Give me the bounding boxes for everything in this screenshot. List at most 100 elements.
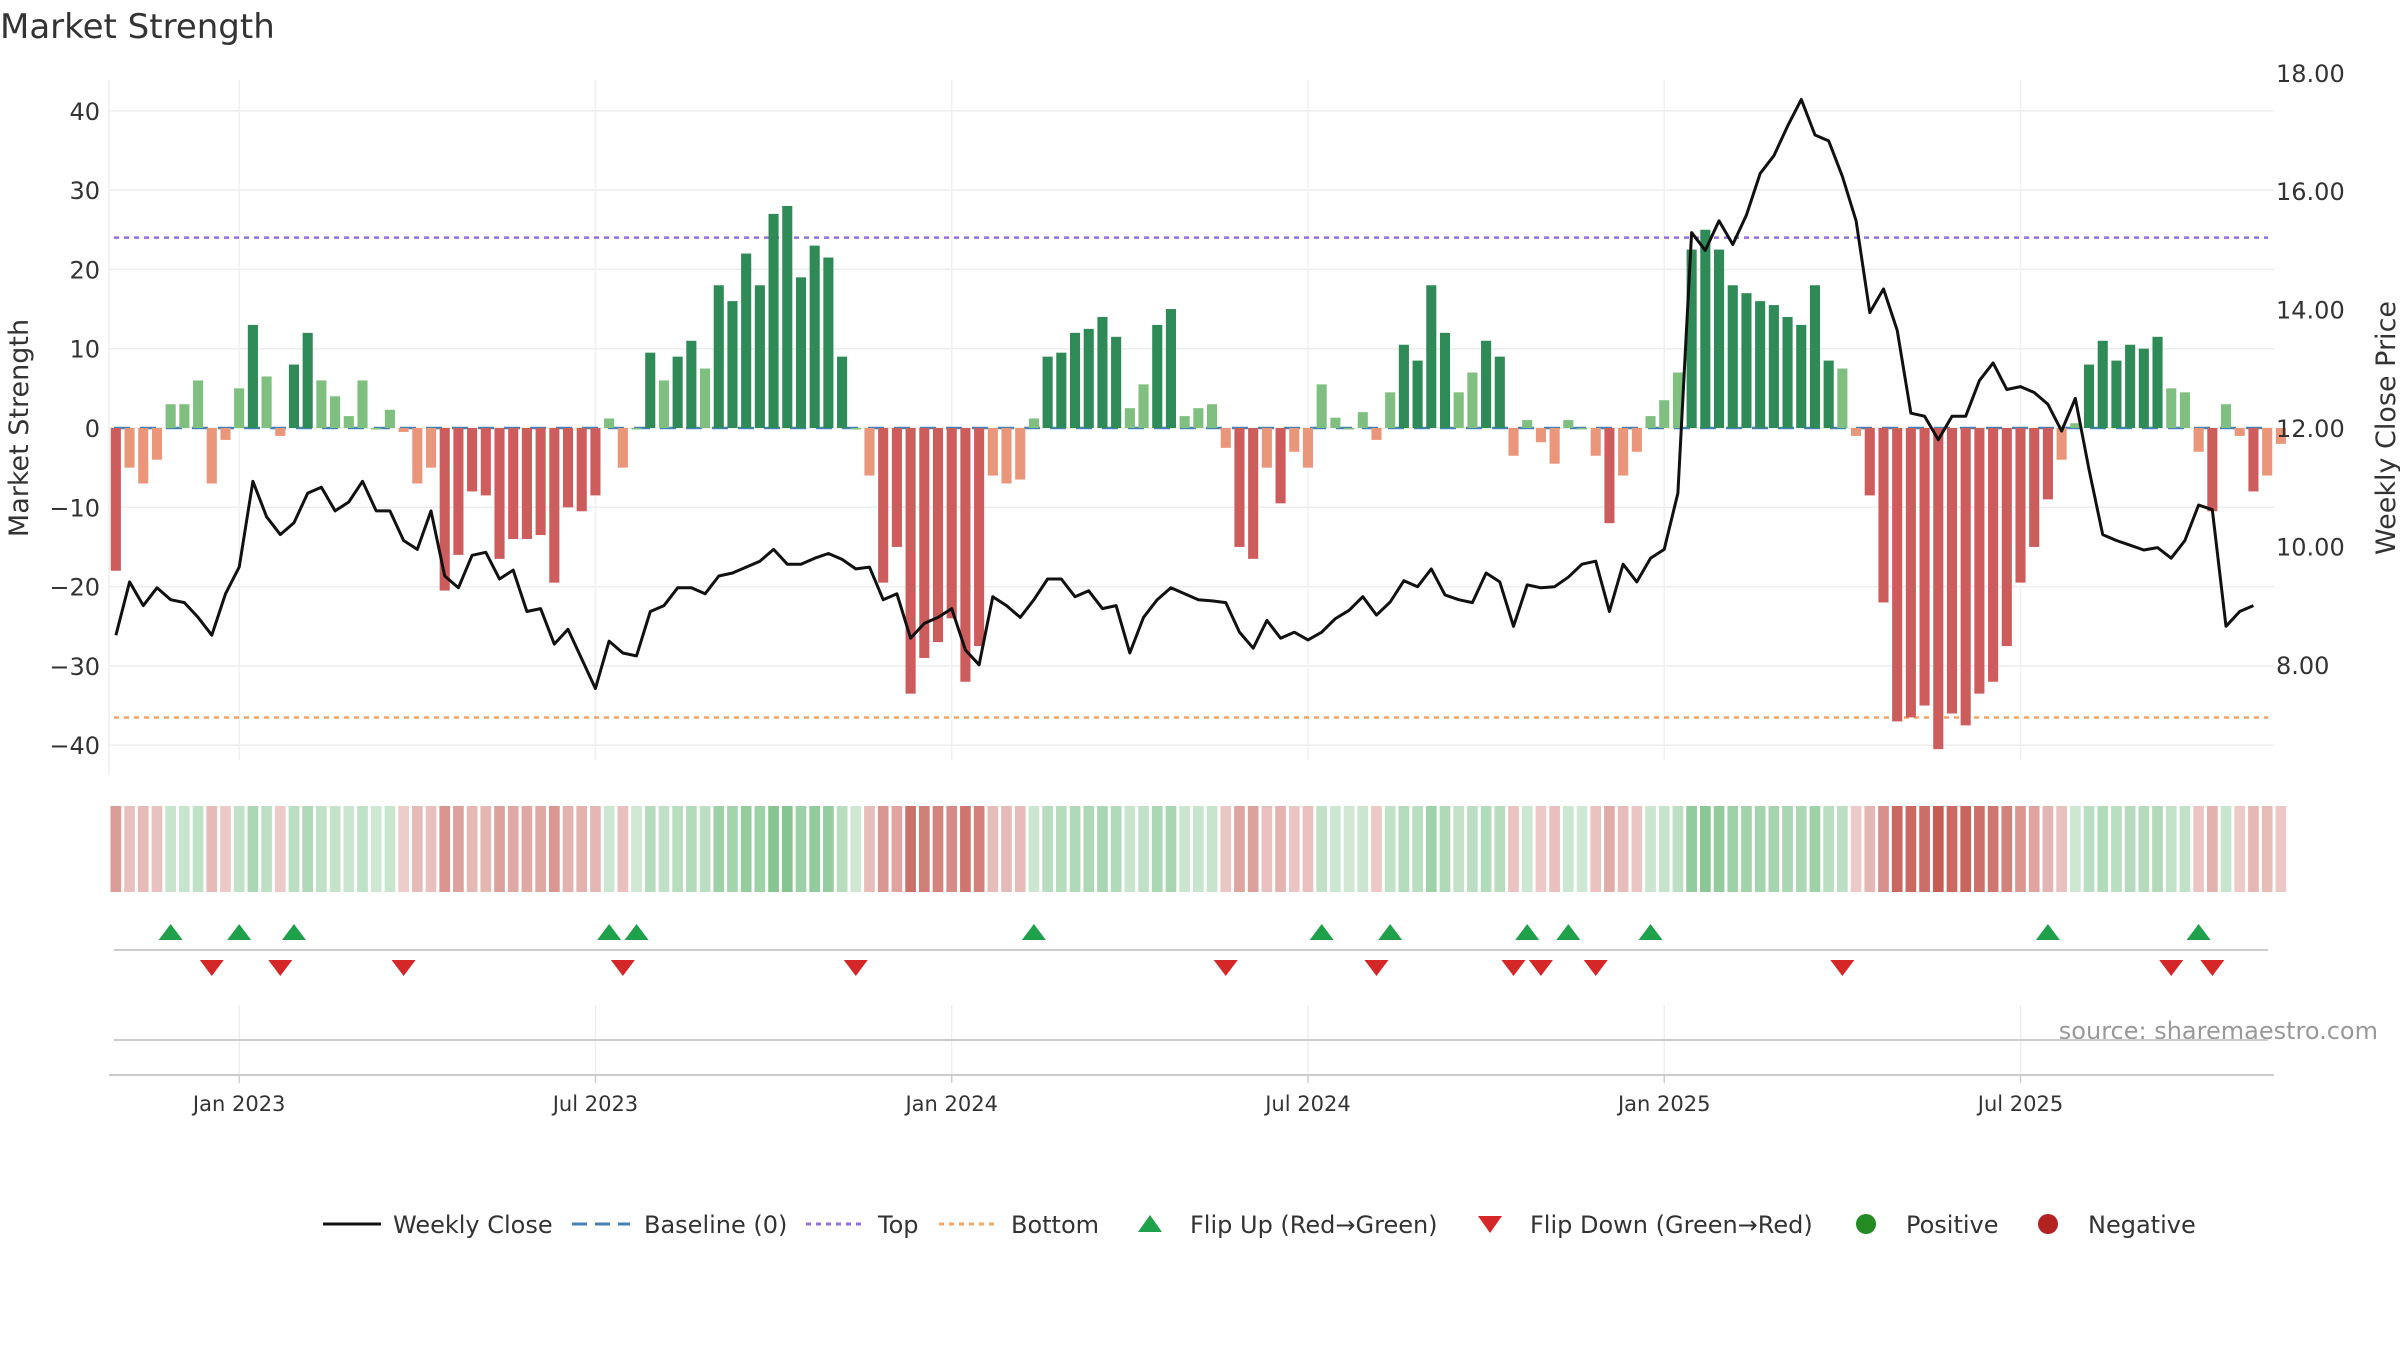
strength-bar xyxy=(2262,428,2273,476)
heat-cell xyxy=(1206,806,1218,892)
flip-down-marker xyxy=(1830,960,1855,976)
strength-bar xyxy=(1207,404,1218,428)
heat-cell xyxy=(1288,806,1300,892)
heat-cell xyxy=(1014,806,1026,892)
strength-bar xyxy=(1768,305,1779,428)
strength-bar xyxy=(782,205,793,428)
heat-cell xyxy=(740,806,752,892)
strength-bar xyxy=(1645,416,1656,428)
heat-cell xyxy=(1357,806,1369,892)
strength-bar xyxy=(2248,428,2259,492)
strength-bar xyxy=(1412,360,1423,428)
heat-cell xyxy=(590,806,601,892)
heat-cell xyxy=(1850,806,1862,892)
heat-cell xyxy=(1837,806,1848,892)
heat-cell xyxy=(932,806,944,892)
heat-cell xyxy=(1275,806,1286,892)
heat-cell xyxy=(179,806,190,892)
strength-bar xyxy=(261,376,272,428)
strength-bar xyxy=(316,380,327,428)
heat-cell xyxy=(1302,806,1314,892)
strength-bar xyxy=(1755,301,1766,428)
heat-cell xyxy=(1987,806,1999,892)
heat-cell xyxy=(2248,806,2259,892)
heat-cell xyxy=(686,806,697,892)
strength-bar xyxy=(1741,293,1752,428)
heat-cell xyxy=(1782,806,1793,892)
heat-cell xyxy=(1069,806,1081,892)
heat-cell xyxy=(1891,806,1903,892)
legend-swatch-positive xyxy=(1856,1214,1876,1234)
heat-cell xyxy=(1672,806,1684,892)
strength-bar xyxy=(2234,428,2245,436)
strength-bar xyxy=(1631,428,1642,452)
strength-bar xyxy=(891,428,902,547)
strength-bar xyxy=(1946,428,1958,714)
heat-cell xyxy=(124,806,135,892)
heat-cell xyxy=(1425,806,1437,892)
heat-cell xyxy=(699,806,711,892)
strength-bar xyxy=(768,213,779,428)
strength-bar xyxy=(330,396,341,428)
x-tick-label: Jan 2025 xyxy=(1616,1092,1711,1116)
heat-cell xyxy=(1042,806,1053,892)
heat-cell xyxy=(1097,806,1108,892)
strength-bar xyxy=(1426,285,1437,428)
strength-bar xyxy=(1234,428,1245,547)
strength-bar xyxy=(1330,417,1341,428)
strength-bar xyxy=(700,368,711,428)
heat-cell xyxy=(1521,806,1533,892)
strength-bar xyxy=(1111,336,1122,428)
heat-cell xyxy=(357,806,368,892)
heat-cell xyxy=(1508,806,1519,892)
y-tick-left-label: −20 xyxy=(49,574,100,602)
heat-cell xyxy=(877,806,889,892)
heat-cell xyxy=(603,806,615,892)
legend-swatch-flip-down xyxy=(1478,1216,1502,1233)
y-tick-left-label: 20 xyxy=(69,256,100,284)
strength-bar xyxy=(1809,285,1821,428)
heat-cell xyxy=(1535,806,1547,892)
strength-bar xyxy=(1302,428,1314,468)
heat-cell xyxy=(576,806,588,892)
flip-up-marker xyxy=(1378,924,1403,940)
y-tick-left-label: 10 xyxy=(69,336,100,364)
legend-label-close: Weekly Close xyxy=(393,1211,553,1239)
strength-bar xyxy=(905,428,916,694)
heat-cell xyxy=(1590,806,1602,892)
legend-swatch-negative xyxy=(2038,1214,2058,1234)
heat-cell xyxy=(727,806,738,892)
strength-bar xyxy=(1823,360,1834,428)
flip-down-marker xyxy=(1583,960,1608,976)
heat-cell xyxy=(2193,806,2204,892)
flip-down-marker xyxy=(610,960,635,976)
strength-bar xyxy=(2083,364,2095,428)
strength-bar xyxy=(357,380,368,428)
strength-bar xyxy=(138,428,149,484)
strength-bar xyxy=(1878,428,1889,603)
heat-cell xyxy=(1699,806,1711,892)
strength-bar xyxy=(2179,392,2190,428)
heat-cell xyxy=(453,806,464,892)
heat-cell xyxy=(658,806,670,892)
y-tick-left-label: −40 xyxy=(49,732,100,760)
strength-bar xyxy=(425,428,437,468)
strength-bar xyxy=(1659,400,1670,428)
strength-bar xyxy=(2138,348,2149,428)
heat-cell xyxy=(2179,806,2191,892)
heat-cell xyxy=(274,806,286,892)
y-tick-right-label: 16.00 xyxy=(2276,178,2345,206)
strength-bar xyxy=(2042,428,2053,500)
strength-bar xyxy=(864,428,875,476)
strength-bar xyxy=(658,380,670,428)
strength-bar xyxy=(1933,428,1944,750)
heat-cell xyxy=(110,806,122,892)
strength-bar xyxy=(2056,428,2067,460)
heat-cell xyxy=(165,806,177,892)
heat-cell xyxy=(1713,806,1725,892)
heat-strip xyxy=(110,806,2287,892)
heat-cell xyxy=(617,806,629,892)
strength-bar xyxy=(1576,428,1588,430)
